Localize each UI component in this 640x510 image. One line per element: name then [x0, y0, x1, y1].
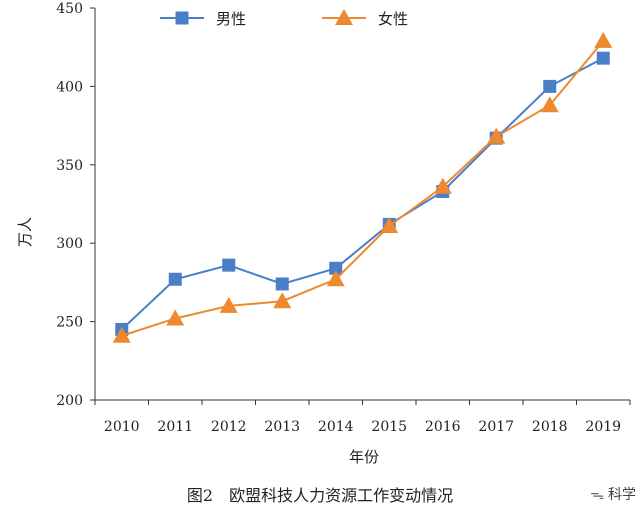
- data-point: [275, 277, 289, 291]
- x-tick-label: 2017: [478, 419, 514, 435]
- chart-series: [112, 31, 613, 343]
- x-tick-label: 2016: [425, 419, 461, 435]
- data-point: [540, 96, 559, 113]
- series-male: [115, 51, 610, 336]
- series-line: [121, 57, 604, 331]
- legend-label: 男性: [216, 10, 246, 28]
- legend-item: 男性: [160, 10, 246, 28]
- data-point: [543, 79, 557, 93]
- x-tick-label: 2019: [585, 419, 621, 435]
- x-tick-label: 2011: [157, 419, 193, 435]
- chart-legend: 男性 女性: [160, 9, 408, 28]
- y-tick-label: 400: [56, 79, 83, 95]
- x-tick-label: 2014: [318, 419, 354, 435]
- data-point: [273, 292, 292, 309]
- data-point: [222, 258, 236, 272]
- legend-marker: [175, 11, 189, 25]
- data-point: [380, 216, 399, 233]
- y-tick-label: 250: [56, 315, 83, 331]
- data-point: [596, 51, 610, 65]
- data-point: [326, 270, 345, 287]
- data-point: [487, 127, 506, 144]
- y-axis-title: 万人: [16, 217, 34, 247]
- legend-item: 女性: [322, 9, 408, 28]
- data-point: [433, 177, 452, 194]
- chart-axes: [90, 7, 631, 405]
- x-tick-label: 2015: [371, 419, 407, 435]
- y-tick-label: 200: [56, 393, 83, 409]
- x-tick-labels: 2010 2011 2012 2013 2014 2015 2016 2017 2018 2019: [104, 419, 621, 435]
- y-tick-label: 300: [56, 236, 83, 252]
- data-point: [219, 296, 238, 313]
- legend-marker: [335, 9, 353, 25]
- series-female: [112, 31, 613, 343]
- x-axis-title: 年份: [349, 448, 379, 466]
- y-tick-label: 450: [56, 1, 83, 17]
- data-point: [168, 272, 182, 286]
- data-point: [112, 326, 131, 343]
- x-tick-label: 2012: [211, 419, 247, 435]
- legend-label: 女性: [378, 10, 408, 28]
- wechat-icon: ᯓ: [590, 487, 604, 503]
- y-tick-labels: 200 250 300 350 400 450: [56, 1, 83, 409]
- x-tick-label: 2010: [104, 419, 140, 435]
- data-point: [329, 261, 343, 275]
- watermark: ᯓ 科学: [590, 484, 636, 504]
- y-tick-label: 350: [56, 158, 83, 174]
- figure-caption: 图2 欧盟科技人力资源工作变动情况: [186, 486, 454, 505]
- data-point: [166, 309, 185, 326]
- watermark-text: 科学: [608, 487, 636, 503]
- x-tick-label: 2013: [264, 419, 300, 435]
- data-point: [594, 31, 613, 48]
- series-line: [121, 40, 605, 337]
- x-tick-label: 2018: [532, 419, 568, 435]
